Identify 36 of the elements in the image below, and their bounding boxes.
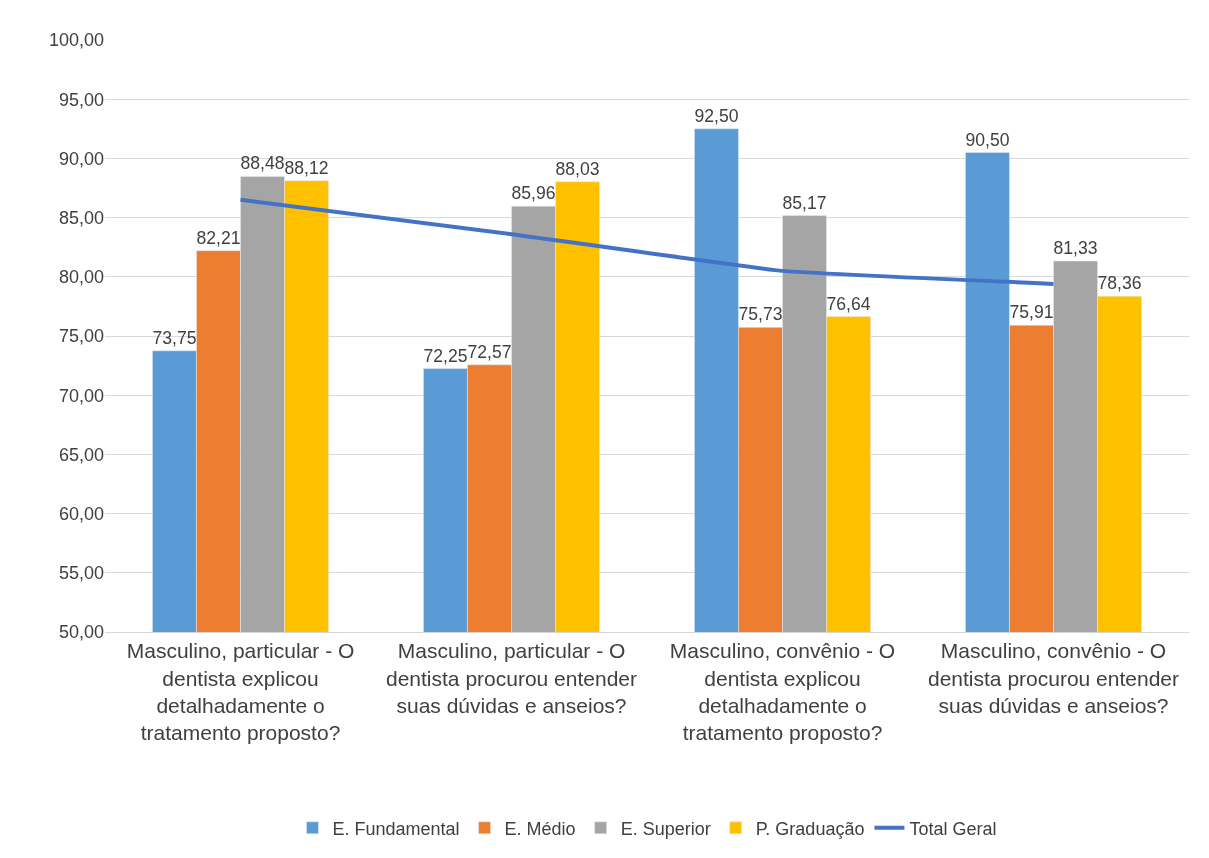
data-label: 90,50 [965, 129, 1010, 150]
y-tick-label: 60,00 [58, 503, 104, 524]
data-label: 78,36 [1097, 273, 1142, 294]
data-label: 82,21 [196, 227, 241, 248]
legend-label: E. Médio [504, 818, 576, 839]
data-label: 88,12 [284, 157, 329, 178]
data-label: 75,91 [1009, 302, 1054, 323]
y-tick-label: 95,00 [58, 89, 104, 110]
y-tick-label: 100,00 [48, 30, 104, 51]
data-label: 73,75 [152, 327, 197, 348]
data-label: 88,03 [555, 158, 600, 179]
y-tick-label: 75,00 [58, 326, 104, 347]
y-tick-label: 85,00 [58, 207, 104, 228]
y-tick-label: 65,00 [58, 444, 104, 465]
data-label: 72,57 [467, 341, 512, 362]
data-label: 81,33 [1053, 238, 1098, 259]
legend-label: Total Geral [909, 818, 997, 839]
x-tick-label: Masculino, convênio - O dentista explicou detalhadamente o tratamento proposto? [669, 639, 896, 745]
data-label: 88,48 [240, 153, 285, 174]
y-tick-label: 90,00 [58, 148, 104, 169]
x-tick-label: Masculino, particular - O dentista explicou detalhadamente o tratamento proposto? [126, 639, 355, 745]
data-label: 92,50 [694, 105, 739, 126]
x-tick-label: Masculino, particular - O dentista procurou entender suas dúvidas e anseios? [385, 639, 638, 717]
x-tick-label: Masculino, convênio - O dentista procurou entender suas dúvidas e anseios? [927, 639, 1180, 717]
y-tick-label: 80,00 [58, 267, 104, 288]
data-label: 85,96 [511, 183, 556, 204]
y-tick-label: 55,00 [58, 563, 104, 584]
y-tick-label: 70,00 [58, 385, 104, 406]
legend-label: E. Fundamental [332, 818, 460, 839]
data-label: 72,25 [423, 345, 468, 366]
y-tick-label: 50,00 [58, 622, 104, 643]
data-label: 85,17 [782, 192, 827, 213]
data-label: 75,73 [738, 304, 783, 325]
legend-label: E. Superior [620, 818, 711, 839]
data-label: 76,64 [826, 293, 871, 314]
legend-label: P. Graduação [755, 818, 865, 839]
